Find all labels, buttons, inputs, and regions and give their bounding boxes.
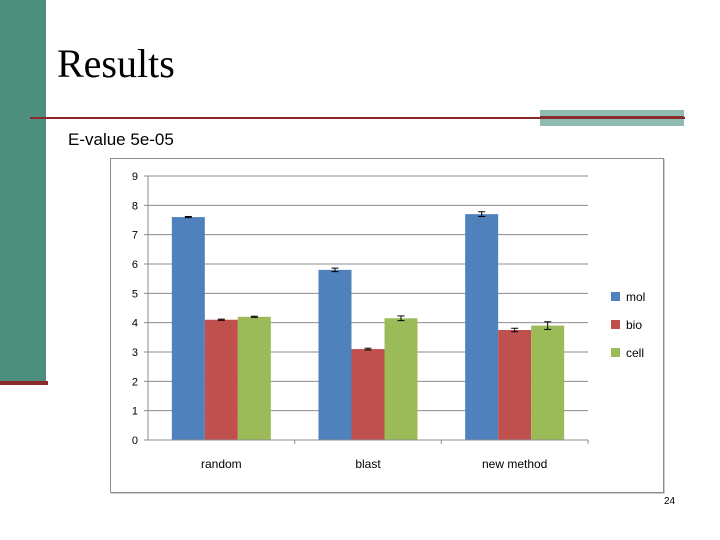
- x-tick-label: random: [201, 457, 242, 471]
- chart-frame: 0 1 2 3 4 5 6 7 8 9 random blast new method mol bio cel…: [110, 158, 664, 493]
- y-tick-label: 6: [132, 259, 138, 271]
- bar-cell: [531, 325, 565, 440]
- bar-mol: [465, 214, 499, 440]
- y-tick-label: 3: [132, 347, 138, 359]
- bar-mol: [318, 269, 352, 440]
- legend-label-bio: bio: [626, 318, 642, 332]
- bar-mol: [171, 217, 205, 440]
- slide-title: Results: [57, 41, 175, 86]
- y-tick-label: 5: [132, 288, 138, 300]
- y-tick-label: 1: [132, 406, 138, 418]
- y-tick-label: 8: [132, 200, 138, 212]
- legend-label-cell: cell: [626, 346, 644, 360]
- bar-cell: [384, 318, 418, 440]
- legend-swatch-mol: [611, 292, 620, 301]
- y-tick-label: 7: [132, 230, 138, 242]
- left-accent-bar-edge: [46, 0, 48, 381]
- legend-swatch-cell: [611, 348, 620, 357]
- slide-subtitle: E-value 5e-05: [68, 130, 174, 149]
- y-tick-label: 2: [132, 376, 138, 388]
- title-rule-accent-line: [540, 116, 684, 119]
- left-accent-bar: [0, 0, 46, 381]
- title-rule: [30, 117, 685, 119]
- bar-bio: [204, 319, 238, 440]
- bar-bio: [351, 349, 385, 440]
- bar-bio: [498, 330, 532, 440]
- x-tick-label: blast: [355, 457, 381, 471]
- bar-cell: [237, 316, 271, 440]
- page-number: 24: [664, 496, 676, 507]
- legend-swatch-bio: [611, 320, 620, 329]
- x-tick-label: new method: [482, 457, 547, 471]
- y-tick-label: 4: [132, 318, 138, 330]
- y-tick-label: 9: [132, 171, 138, 183]
- left-accent-bar-foot: [0, 381, 48, 385]
- legend-label-mol: mol: [626, 290, 645, 304]
- bar-chart: 0 1 2 3 4 5 6 7 8 9 random blast new method mol bio cel…: [132, 171, 645, 471]
- y-tick-label: 0: [132, 435, 138, 447]
